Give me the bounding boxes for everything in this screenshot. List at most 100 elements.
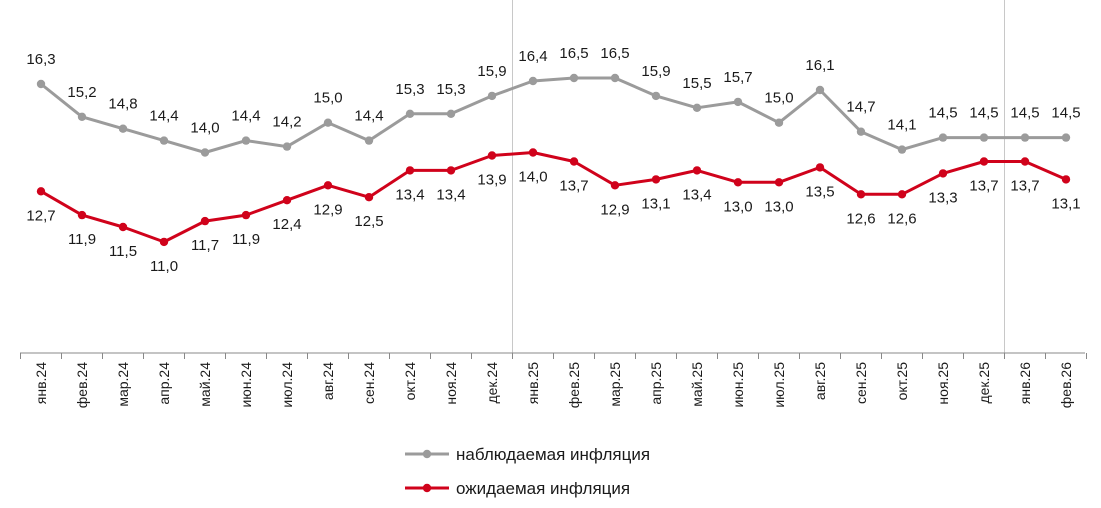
data-label: 14,5 [1051,105,1080,122]
data-point [815,163,825,172]
data-point [1061,175,1071,184]
data-label: 13,1 [641,195,670,212]
data-label: 16,5 [600,45,629,62]
data-point [446,166,456,175]
data-point [405,166,415,175]
data-label: 12,5 [354,213,383,230]
data-label: 11,5 [109,243,137,260]
data-point [979,133,989,142]
data-point [692,166,702,175]
data-point [569,73,579,83]
data-label: 12,9 [313,201,342,218]
data-label: 11,9 [68,231,96,248]
x-axis-ticks: янв.24 фев.24 мар.24 апр.24 май.24 июн.24 июл.… [20,353,1087,408]
data-point [979,157,989,166]
data-point [528,76,538,86]
data-label: 13,0 [723,198,752,215]
x-tick-label: июн.24 [238,362,254,408]
data-point [364,136,374,145]
data-label: 12,4 [272,216,301,233]
data-label: 14,5 [1010,105,1039,122]
legend-marker [422,483,432,493]
x-tick-label: авг.25 [812,362,828,400]
data-label: 11,0 [150,258,178,275]
data-point [36,187,46,196]
data-label: 13,7 [969,178,998,195]
data-label: 11,9 [232,231,260,248]
series-expected: 12,7 11,9 11,5 11,0 11,7 11,9 12,4 12,9 12,5 13,4… [26,148,1081,275]
data-point [446,109,456,119]
data-label: 14,5 [928,105,957,122]
data-point [77,112,87,122]
data-label: 13,4 [395,186,424,203]
data-label: 13,5 [805,183,834,200]
data-point [528,148,538,157]
data-point [938,169,948,178]
legend: наблюдаемая инфляция ожидаемая инфляция [405,445,650,498]
data-label: 13,4 [682,186,711,203]
data-point [487,151,497,160]
data-label: 14,4 [354,108,383,125]
legend-label: ожидаемая инфляция [456,479,630,498]
legend-label: наблюдаемая инфляция [456,445,650,464]
data-point [282,196,292,205]
data-label: 13,7 [559,178,588,195]
data-label: 15,5 [682,75,711,92]
x-tick-label: июн.25 [730,362,746,408]
data-point [733,97,743,107]
x-tick-label: окт.24 [402,362,418,401]
x-tick-label: янв.25 [525,362,541,404]
data-point [651,91,661,101]
x-tick-label: авг.24 [320,362,336,400]
data-point [610,181,620,190]
data-point [487,91,497,101]
data-label: 15,9 [641,63,670,80]
data-label: 12,6 [887,210,916,227]
data-label: 14,2 [272,114,301,131]
x-tick-label: апр.24 [156,362,172,405]
data-point [1020,157,1030,166]
data-point [200,148,210,157]
data-point [733,178,743,187]
x-tick-label: сен.24 [361,362,377,404]
x-tick-label: июл.24 [279,362,295,408]
legend-item: наблюдаемая инфляция [405,445,650,464]
data-point [1020,133,1030,142]
data-label: 13,3 [928,189,957,206]
x-tick-label: окт.25 [894,362,910,401]
data-label: 13,0 [764,198,793,215]
data-point [200,216,210,226]
data-point [282,142,292,151]
data-label: 13,7 [1010,178,1039,195]
data-point [651,175,661,184]
data-label: 11,7 [191,237,219,254]
x-tick-label: дек.24 [484,362,500,404]
x-tick-label: янв.26 [1017,362,1033,404]
data-label: 12,7 [26,207,55,224]
data-label: 16,4 [518,48,547,65]
x-tick-label: сен.25 [853,362,869,404]
x-tick-label: мар.25 [607,362,623,407]
data-point [36,79,46,89]
data-label: 14,0 [190,120,219,137]
data-label: 14,8 [108,96,137,113]
data-label: 13,1 [1051,195,1080,212]
series-layer: 16,3 15,2 14,8 14,4 14,0 14,4 14,2 15,0 14,4 15,3… [26,45,1080,275]
data-point [856,127,866,136]
data-point [159,136,169,145]
data-point [897,145,907,154]
x-tick-label: июл.25 [771,362,787,408]
data-label: 15,9 [477,63,506,80]
x-tick-label: ноя.24 [443,362,459,405]
x-tick-label: фев.25 [566,362,582,408]
data-point [77,210,87,220]
data-point [364,193,374,202]
data-point [897,190,907,199]
data-label: 16,3 [26,51,55,68]
data-label: 15,0 [313,90,342,107]
data-point [159,237,169,247]
data-label: 14,7 [846,99,875,116]
data-point [118,124,128,133]
data-point [323,118,333,127]
